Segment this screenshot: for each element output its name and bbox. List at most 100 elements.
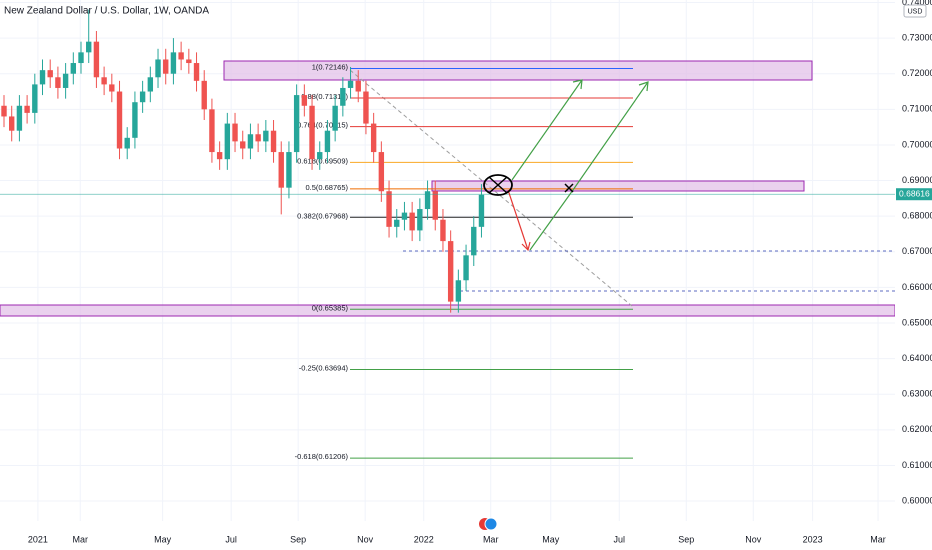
trend-line — [349, 69, 633, 307]
candle-body — [178, 52, 184, 60]
y-tick-label: 0.73000 — [902, 32, 932, 42]
y-tick-label: 0.72000 — [902, 68, 932, 78]
arrow-head — [572, 79, 583, 90]
currency: USD — [908, 8, 923, 15]
candle-body — [78, 52, 84, 64]
candle-body — [209, 109, 215, 153]
candle-body — [401, 212, 408, 220]
support-zone — [0, 304, 896, 317]
candle-body — [193, 63, 200, 81]
last-price-box — [896, 188, 932, 201]
candle-body — [47, 70, 53, 78]
candle-body — [301, 95, 308, 106]
candle-body — [70, 63, 77, 74]
x-tick-label: 2021 — [28, 534, 48, 544]
x-tick-label: Sep — [678, 534, 694, 544]
candle-body — [424, 191, 431, 210]
candle-body — [170, 52, 177, 74]
candle-body — [409, 212, 415, 231]
candle-body — [62, 73, 69, 88]
circle-mark — [483, 174, 513, 196]
candle-body — [417, 209, 423, 231]
candle-body — [147, 77, 154, 92]
y-tick-label: 0.69000 — [902, 175, 932, 185]
fib-label: 0(0.65385) — [312, 303, 349, 312]
candle-body — [39, 70, 46, 85]
candle-body — [224, 123, 231, 160]
candle-body — [347, 80, 354, 88]
x-tick-label: Mar — [483, 534, 499, 544]
candle-body — [1, 105, 7, 117]
candle-body — [463, 255, 469, 281]
y-tick-label: 0.65000 — [902, 317, 932, 327]
candle-body — [363, 91, 369, 124]
price-axis — [895, 0, 932, 521]
candle-body — [24, 105, 30, 113]
x-tick-label: May — [154, 534, 172, 544]
candle-body — [247, 134, 254, 149]
candle-body — [240, 141, 246, 149]
candle-body — [155, 59, 161, 78]
candle-body — [93, 41, 100, 78]
y-tick-label: 0.66000 — [902, 282, 932, 292]
candle-body — [447, 241, 454, 302]
currency-badge — [903, 4, 927, 18]
candle-body — [139, 91, 146, 103]
fib-label: 0.5(0.68765) — [305, 183, 348, 192]
x-tick-label: 2023 — [803, 534, 823, 544]
cross-mark — [564, 183, 574, 193]
candle-body — [163, 59, 169, 74]
x-tick-label: 2022 — [414, 534, 434, 544]
projection-arrows — [483, 79, 649, 252]
time-axis — [0, 521, 932, 550]
candle-body — [186, 59, 192, 64]
candle-body — [286, 152, 292, 188]
fib-label: -0.618(0.61206) — [295, 452, 349, 461]
candle-body — [116, 91, 123, 149]
candle-body — [216, 152, 223, 160]
last-price-label: 0.68616 — [899, 188, 930, 198]
arrow-head — [521, 241, 531, 252]
candle-body — [370, 123, 377, 153]
x-tick-label: May — [542, 534, 560, 544]
candle-body — [394, 219, 400, 227]
fib-label: -0.25(0.63694) — [299, 363, 349, 372]
x-tick-label: Mar — [72, 534, 88, 544]
grid — [0, 0, 895, 521]
fib-label: 0.618(0.69509) — [297, 156, 348, 165]
y-tick-label: 0.64000 — [902, 353, 932, 363]
event-flag — [479, 517, 498, 531]
x-tick-label: Nov — [745, 534, 762, 544]
candle-body — [278, 152, 284, 188]
candle-body — [317, 152, 323, 160]
flag-icon — [484, 517, 498, 531]
candle-body — [132, 102, 138, 138]
candle-body — [386, 191, 392, 227]
cross-mark — [488, 176, 508, 194]
candle-body — [55, 77, 61, 88]
candle-body — [232, 123, 238, 142]
candle-body — [9, 116, 15, 131]
y-tick-label: 0.61000 — [902, 460, 932, 470]
y-tick-label: 0.60000 — [902, 495, 932, 505]
candle-body — [293, 95, 300, 153]
candle-body — [263, 130, 269, 142]
y-tick-label: 0.68000 — [902, 211, 932, 221]
candle-body — [270, 130, 277, 153]
candle-body — [255, 134, 261, 142]
arrow — [529, 81, 649, 251]
resistance-zone — [431, 180, 805, 192]
candle-body — [340, 87, 346, 106]
candle-body — [32, 84, 38, 113]
chart-title: New Zealand Dollar / U.S. Dollar, 1W, OA… — [4, 6, 209, 17]
candle-body — [309, 105, 315, 160]
fib-label: 0.382(0.67968) — [297, 211, 348, 220]
arrow — [507, 189, 529, 251]
candle-body — [109, 84, 115, 92]
y-tick-label: 0.67000 — [902, 246, 932, 256]
y-tick-label: 0.70000 — [902, 139, 932, 149]
arrow-head — [638, 81, 649, 92]
y-tick-label: 0.62000 — [902, 424, 932, 434]
supply-zone — [223, 60, 813, 81]
